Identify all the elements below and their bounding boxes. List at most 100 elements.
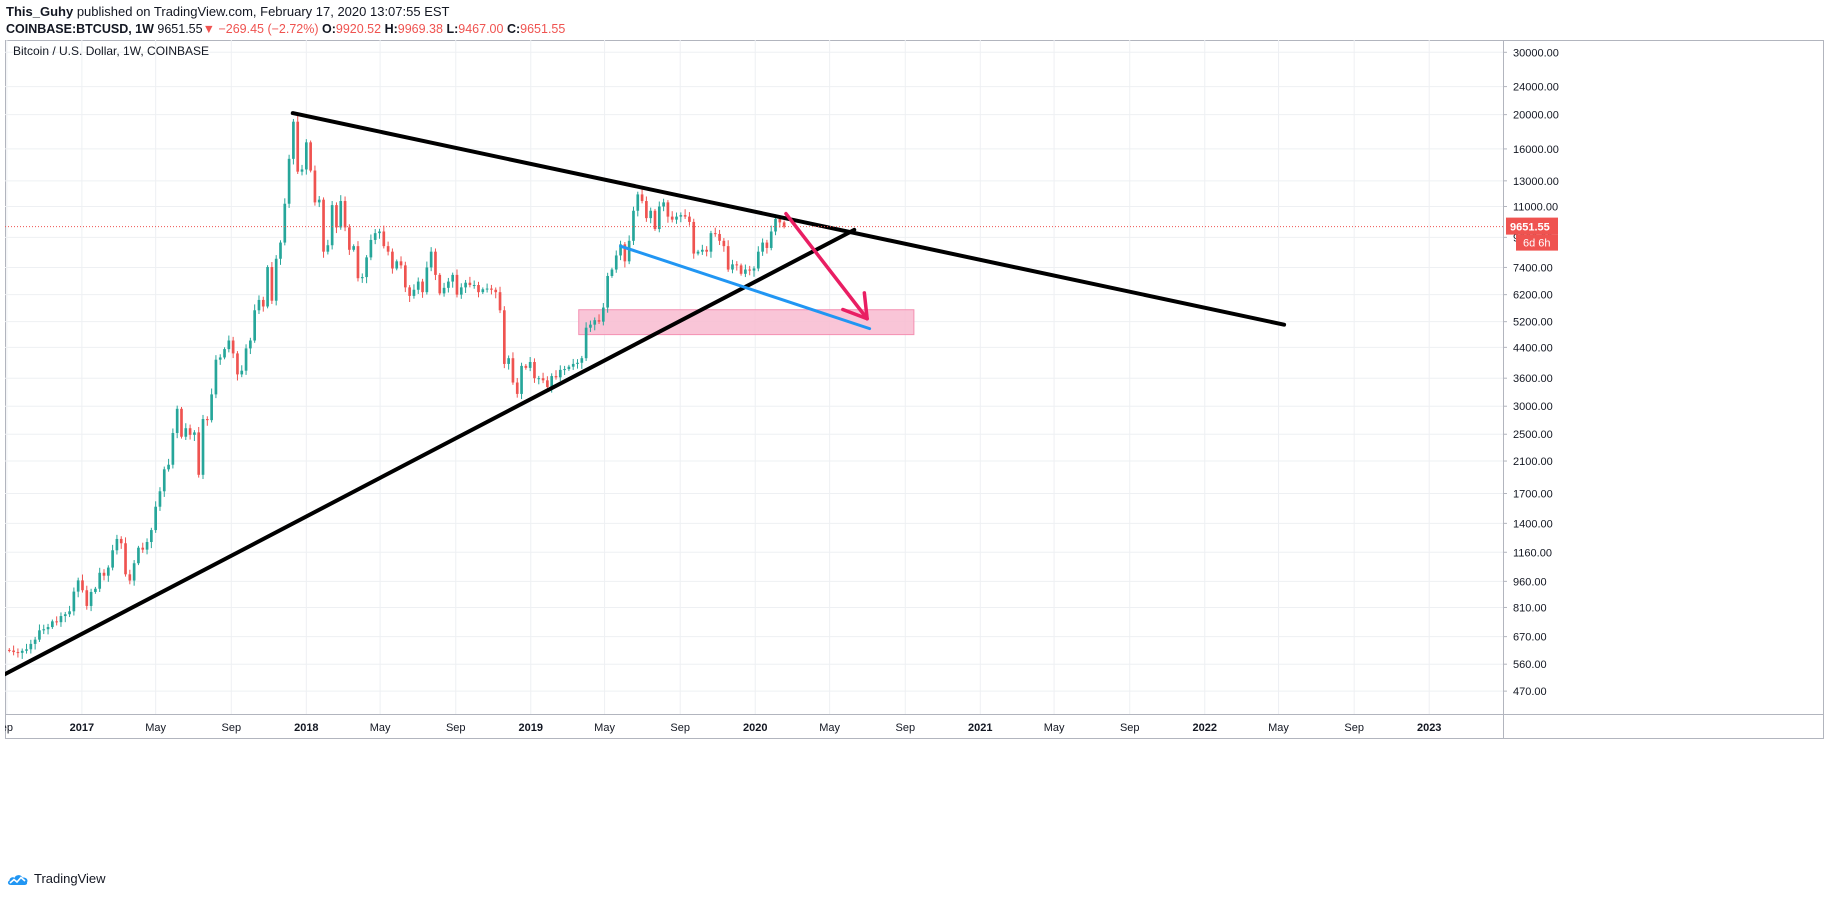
candle-body: [373, 233, 377, 240]
candle: [29, 639, 33, 654]
candle: [554, 370, 558, 380]
candle-body: [386, 246, 390, 252]
candle-body: [735, 264, 739, 266]
price-tick-label: 2100.00: [1513, 456, 1553, 468]
time-tick-label: Sep: [222, 722, 242, 734]
candle-body: [640, 194, 644, 202]
candle: [477, 281, 480, 298]
candle-body: [309, 142, 312, 171]
candle-body: [42, 629, 46, 631]
candle: [416, 277, 420, 294]
candle: [739, 263, 743, 276]
candle: [391, 248, 394, 274]
candle-body: [59, 616, 63, 623]
time-tick-label: Sep: [1344, 722, 1364, 734]
candle: [468, 276, 472, 288]
candle: [662, 198, 665, 212]
candle-body: [524, 365, 528, 368]
candle-body: [683, 215, 687, 217]
candle: [657, 201, 661, 233]
chart-frame[interactable]: Bitcoin / U.S. Dollar, 1W, COINBASE 30000…: [5, 40, 1824, 863]
candle: [490, 284, 493, 295]
candle: [408, 285, 411, 302]
candle: [193, 430, 196, 441]
candle: [533, 358, 536, 383]
candle: [438, 273, 442, 296]
candle: [171, 428, 175, 469]
candle: [115, 534, 119, 555]
candle-body: [304, 142, 308, 170]
candle-body: [657, 206, 661, 230]
low-label: L:: [446, 22, 459, 36]
candle: [576, 359, 579, 369]
candle: [722, 238, 726, 252]
price-chart[interactable]: Bitcoin / U.S. Dollar, 1W, COINBASE 30000…: [5, 40, 1824, 863]
candle: [317, 196, 321, 208]
candle: [589, 320, 592, 332]
candle-body: [739, 265, 743, 274]
time-tick-label: 2017: [70, 722, 94, 734]
author-name[interactable]: This_Guhy: [6, 4, 74, 19]
price-tick-label: 1700.00: [1513, 489, 1553, 501]
candle: [692, 218, 696, 259]
time-tick-label: May: [594, 722, 615, 734]
candle: [382, 225, 386, 249]
candle-body: [645, 201, 648, 219]
candle: [511, 352, 515, 385]
time-tick-label: Sep: [446, 722, 466, 734]
candle-body: [756, 251, 760, 269]
high-value: 9969.38: [397, 22, 443, 36]
time-tick-label: May: [1268, 722, 1289, 734]
candle-body: [257, 299, 261, 311]
candle-body: [502, 310, 506, 364]
candle: [51, 619, 54, 629]
candle: [180, 406, 183, 439]
candle: [679, 212, 683, 223]
candle-body: [326, 245, 330, 252]
chart-title: Bitcoin / U.S. Dollar, 1W, COINBASE: [13, 44, 209, 58]
candle: [309, 140, 312, 173]
price-tick-label: 1400.00: [1513, 518, 1553, 530]
candle-body: [72, 591, 76, 612]
candle-body: [731, 264, 734, 270]
candle-body: [713, 233, 717, 235]
candle: [756, 246, 760, 272]
support-zone-rectangle: [578, 309, 915, 336]
candle-body: [382, 231, 386, 247]
candle: [292, 118, 295, 165]
price-tick-label: 24000.00: [1513, 82, 1559, 94]
candle-body: [459, 287, 463, 295]
candle: [386, 241, 390, 256]
forecast-arrow-shaft: [784, 211, 869, 321]
candle-body: [162, 469, 166, 492]
price-tick-label: 2500.00: [1513, 429, 1553, 441]
candle: [782, 220, 786, 229]
tradingview-cloud-icon[interactable]: [6, 871, 30, 887]
candle-body: [744, 269, 747, 274]
candle-body: [124, 543, 127, 575]
candle-body: [610, 269, 614, 276]
candle: [124, 537, 127, 577]
candle-body: [412, 289, 416, 296]
footer-brand[interactable]: TradingView: [34, 871, 106, 886]
candle: [81, 574, 84, 593]
candle: [688, 212, 691, 226]
candle: [240, 365, 244, 378]
candle: [442, 282, 446, 297]
candle: [498, 286, 502, 314]
candle-body: [261, 299, 265, 307]
price-tick-label: 3600.00: [1513, 373, 1553, 385]
candle-body: [705, 249, 708, 252]
candle-body: [145, 542, 149, 550]
candle: [472, 280, 476, 289]
candle-body: [391, 251, 394, 269]
candle: [339, 195, 343, 230]
published-text: published on TradingView.com, February 1…: [76, 4, 450, 19]
candle: [464, 279, 467, 294]
candle: [16, 648, 20, 658]
candle-body: [218, 357, 222, 360]
candle-body: [653, 210, 657, 230]
candle-body: [352, 246, 356, 250]
candle: [175, 405, 179, 439]
candle-body: [434, 251, 437, 275]
